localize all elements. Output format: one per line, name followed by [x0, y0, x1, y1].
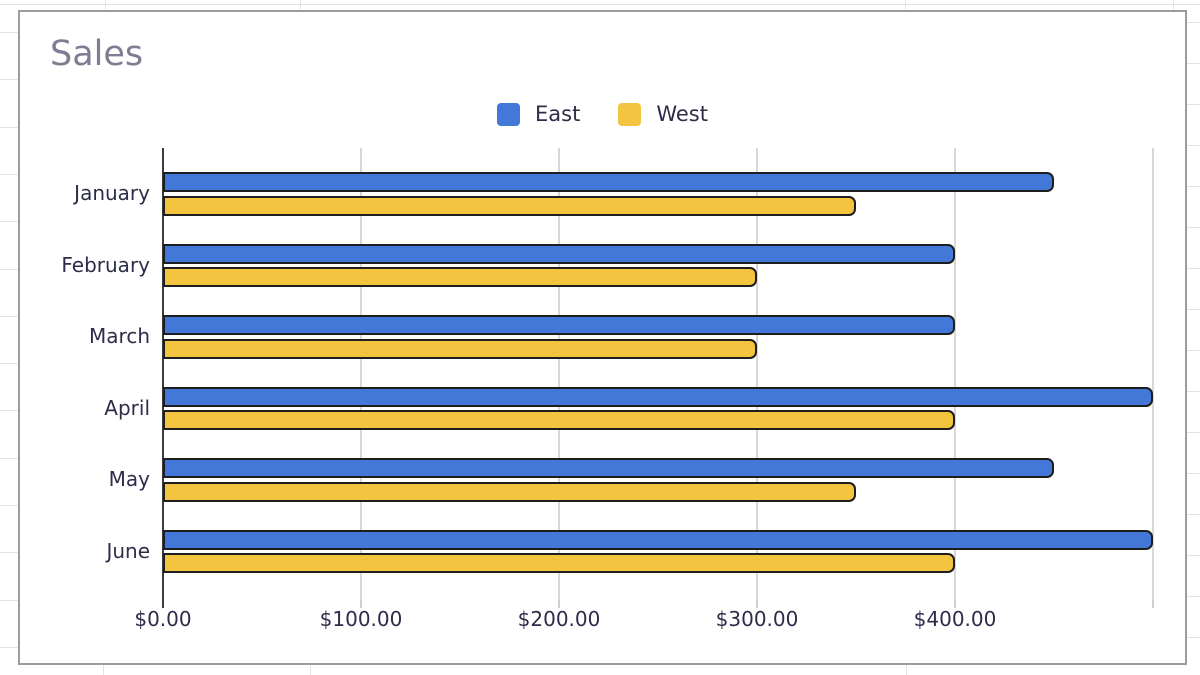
legend: East West: [20, 102, 1185, 126]
sheet-gridline: [0, 173, 18, 175]
category-label-february: February: [61, 252, 150, 277]
sheet-gridline: [1187, 145, 1200, 146]
x-gridline-100: [360, 148, 362, 600]
plot-area[interactable]: $0.00 $100.00 $200.00 $300.00 $400.00 January…: [61, 148, 1154, 631]
bar-west-january[interactable]: [163, 195, 856, 216]
sheet-gridline: [905, 0, 906, 10]
sheet-gridline: [1187, 391, 1200, 392]
x-tick-mark-500: [1152, 600, 1154, 608]
y-axis-line: [162, 148, 164, 608]
sheet-gridline: [1187, 473, 1200, 474]
bar-east-january[interactable]: [163, 172, 1054, 192]
x-gridline-500: [1152, 148, 1154, 600]
legend-swatch-west: [618, 102, 642, 126]
x-gridline-200: [558, 148, 560, 600]
sheet-gridline: [310, 665, 311, 675]
sheet-gridline: [0, 126, 18, 128]
x-tick-label-200: $200.00: [517, 607, 601, 631]
sheet-gridline: [1187, 309, 1200, 310]
x-tick-label-100: $100.00: [319, 607, 403, 631]
x-tick-mark-400: [954, 600, 956, 608]
sheet-gridline: [0, 552, 18, 554]
legend-swatch-east: [497, 102, 521, 126]
sheet-gridline: [0, 599, 18, 601]
x-tick-mark-300: [756, 600, 758, 608]
chart-container[interactable]: Sales East West $0.00 $100.00 $200.00 $300.0…: [18, 10, 1187, 665]
bar-west-february[interactable]: [163, 267, 757, 287]
x-tick-label-400: $400.00: [913, 607, 997, 631]
sheet-gridline: [1187, 350, 1200, 351]
sheet-gridline: [300, 0, 301, 10]
sheet-gridline: [0, 268, 18, 270]
x-tick-mark-100: [360, 600, 362, 608]
sheet-gridline: [1187, 514, 1200, 515]
sheet-gridline: [1187, 227, 1200, 228]
sheet-gridline: [0, 32, 18, 33]
category-label-may: May: [108, 467, 150, 491]
sheet-gridline: [1187, 555, 1200, 556]
sheet-gridline: [105, 0, 106, 10]
bar-west-may[interactable]: [163, 481, 856, 502]
sheet-gridline: [103, 665, 104, 675]
bar-west-april[interactable]: [163, 410, 955, 430]
bar-west-june[interactable]: [163, 553, 955, 573]
bar-east-march[interactable]: [163, 315, 955, 335]
sheet-gridline: [1187, 63, 1200, 64]
sheet-gridline: [1187, 22, 1200, 23]
legend-label-west: West: [656, 102, 708, 126]
category-label-june: June: [106, 538, 150, 563]
category-label-march: March: [89, 324, 150, 348]
x-tick-label-0: $0.00: [134, 607, 192, 631]
legend-label-east: East: [535, 102, 581, 126]
sheet-gridline: [0, 4, 1200, 5]
sheet-gridline: [1187, 432, 1200, 433]
x-gridline-300: [756, 148, 758, 600]
bar-east-february[interactable]: [163, 243, 955, 264]
sheet-gridline: [1187, 637, 1200, 638]
sheet-gridline: [0, 363, 18, 365]
sheet-gridline: [0, 221, 18, 223]
bar-east-april[interactable]: [163, 386, 1153, 407]
x-gridline-400: [954, 148, 956, 600]
category-label-january: January: [74, 181, 150, 205]
sheet-gridline: [1187, 186, 1200, 187]
bar-west-march[interactable]: [163, 338, 757, 359]
sheet-gridline: [906, 665, 907, 675]
sheet-gridline: [0, 457, 18, 459]
sheet-gridline: [0, 410, 18, 412]
bar-east-may[interactable]: [163, 458, 1054, 478]
sheet-gridline: [0, 79, 18, 81]
sheet-gridline: [1187, 596, 1200, 597]
bar-east-june[interactable]: [163, 529, 1153, 550]
x-tick-label-300: $300.00: [715, 607, 799, 631]
sheet-gridline: [1187, 104, 1200, 105]
sheet-gridline: [1173, 0, 1174, 10]
sheet-gridline: [1187, 268, 1200, 269]
x-tick-mark-200: [558, 600, 560, 608]
sheet-gridline: [0, 315, 18, 317]
sheet-gridline: [0, 646, 18, 648]
chart-title: Sales: [50, 34, 144, 74]
legend-item-east[interactable]: East: [497, 102, 580, 126]
sheet-gridline: [0, 505, 18, 506]
legend-item-west[interactable]: West: [618, 102, 708, 126]
category-label-april: April: [104, 395, 150, 420]
